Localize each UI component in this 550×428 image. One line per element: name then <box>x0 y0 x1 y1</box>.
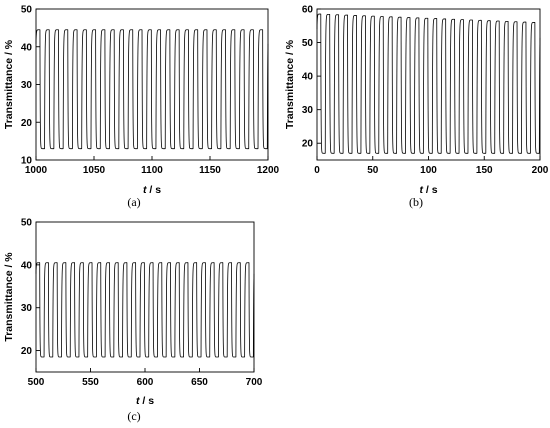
x-axis-label: t / s <box>419 184 437 196</box>
x-tick-label: 1000 <box>25 165 48 176</box>
x-axis-label: t / s <box>136 395 154 407</box>
y-axis-label: Transmittance / % <box>3 39 15 129</box>
x-tick-label: 1200 <box>257 165 280 176</box>
x-tick-label: 50 <box>367 165 379 176</box>
y-tick-label: 40 <box>302 72 314 83</box>
x-tick-label: 550 <box>82 377 99 388</box>
x-tick-label: 500 <box>28 377 45 388</box>
y-tick-label: 10 <box>21 156 33 167</box>
y-tick-label: 20 <box>21 118 33 129</box>
y-tick-label: 50 <box>21 5 33 16</box>
x-tick-label: 200 <box>532 165 549 176</box>
transmittance-series <box>35 29 269 150</box>
transmittance-series <box>316 13 541 154</box>
x-axis-label-unit: / s <box>146 184 161 196</box>
y-axis-label: Transmittance / % <box>3 252 15 342</box>
x-tick-label: 1100 <box>141 165 163 176</box>
transmittance-series <box>35 262 255 358</box>
x-axis-label: t / s <box>143 184 161 196</box>
x-tick-label: 650 <box>191 377 208 388</box>
x-axis-label-var: t <box>419 184 423 196</box>
x-tick-label: 1150 <box>199 165 221 176</box>
x-tick-label: 1050 <box>83 165 106 176</box>
x-tick-label: 700 <box>246 377 263 388</box>
x-tick-label: 600 <box>137 377 154 388</box>
y-tick-label: 30 <box>302 105 314 116</box>
chart-panel-1: 1000 1050 1100 1150 1200 10 20 30 40 50 t / s Trans… <box>3 5 280 210</box>
x-tick-label: 100 <box>420 165 437 176</box>
panel-caption: (a) <box>127 195 140 209</box>
y-tick-label: 20 <box>21 346 33 357</box>
y-tick-label: 20 <box>302 139 314 150</box>
x-axis-label-var: t <box>143 184 147 196</box>
x-tick-label: 0 <box>314 165 320 176</box>
x-axis-label-unit: / s <box>423 184 438 196</box>
x-axis-label-unit: / s <box>139 395 154 407</box>
panel-caption: (b) <box>409 195 423 209</box>
y-tick-label: 60 <box>302 5 314 16</box>
y-tick-label: 50 <box>21 218 33 229</box>
y-tick-label: 40 <box>21 260 33 271</box>
y-tick-label: 50 <box>302 38 314 49</box>
panel-caption: (c) <box>127 409 140 423</box>
x-axis-label-var: t <box>136 395 140 407</box>
chart-panel-3: 500 550 600 650 700 20 30 40 50 t / s Transmittanc… <box>3 218 263 424</box>
y-tick-label: 40 <box>21 42 33 53</box>
x-tick-label: 150 <box>476 165 493 176</box>
y-tick-label: 30 <box>21 303 33 314</box>
chart-panel-2: 0 50 100 150 200 20 30 40 50 60 t / s Transmittance… <box>284 5 549 210</box>
y-tick-label: 30 <box>21 80 33 91</box>
y-axis-label: Transmittance / % <box>284 39 296 129</box>
